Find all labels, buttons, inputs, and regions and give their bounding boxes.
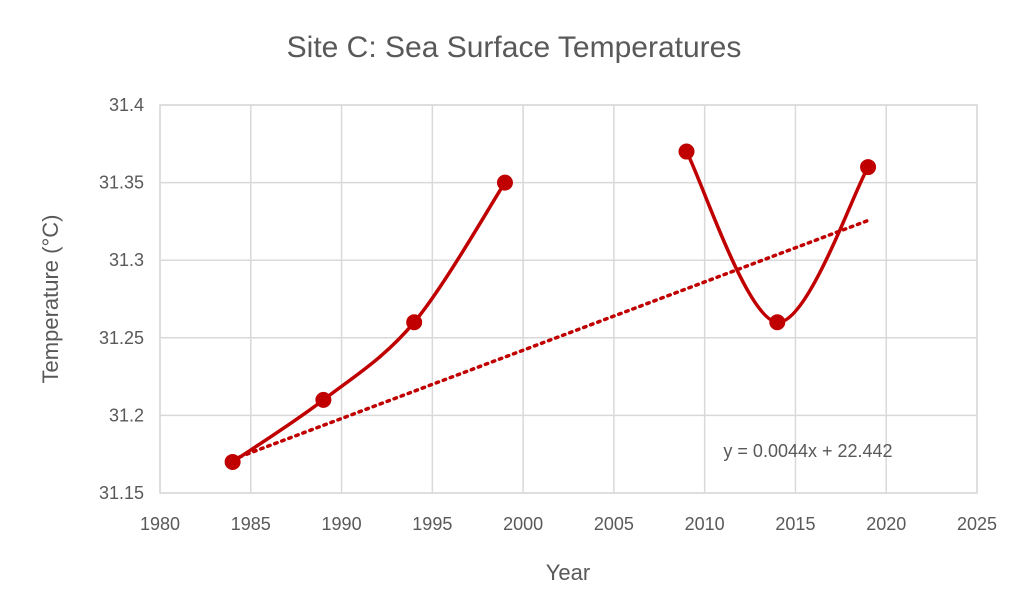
gridlines (159, 104, 978, 494)
y-tick-label: 31.4 (109, 95, 144, 115)
data-point (224, 453, 241, 470)
data-point (315, 391, 332, 408)
x-tick-label: 2000 (503, 514, 543, 534)
data-point (769, 314, 786, 331)
y-tick-label: 31.25 (99, 328, 144, 348)
series-line-segment-1 (230, 180, 507, 464)
trendline (230, 218, 870, 462)
x-tick-label: 2010 (685, 514, 725, 534)
data-point (860, 159, 877, 176)
points-layer (224, 143, 877, 470)
chart-title: Site C: Sea Surface Temperatures (287, 31, 742, 64)
y-tick-label: 31.15 (99, 483, 144, 503)
y-tick-label: 31.35 (99, 173, 144, 193)
data-point (678, 143, 695, 160)
y-tick-label: 31.3 (109, 250, 144, 270)
tick-labels: 1980 1985 1990 1995 2000 2005 2010 2015 2020 2025… (99, 95, 997, 534)
plot-area-border (159, 104, 978, 494)
x-tick-label: 2015 (775, 514, 815, 534)
x-axis-title: Year (546, 560, 590, 585)
trendline-equation: y = 0.0044x + 22.442 (723, 441, 892, 461)
series-line-segment-2 (684, 149, 870, 325)
x-tick-label: 1980 (140, 514, 180, 534)
trendline-layer (230, 218, 870, 462)
x-tick-label: 1985 (231, 514, 271, 534)
y-axis-title: Temperature (°C) (38, 215, 63, 384)
y-tick-label: 31.2 (109, 405, 144, 425)
data-point (406, 314, 423, 331)
x-tick-label: 2020 (866, 514, 906, 534)
x-tick-label: 1990 (322, 514, 362, 534)
x-tick-label: 2025 (957, 514, 997, 534)
data-point (496, 174, 513, 191)
x-tick-label: 1995 (412, 514, 452, 534)
x-tick-label: 2005 (594, 514, 634, 534)
